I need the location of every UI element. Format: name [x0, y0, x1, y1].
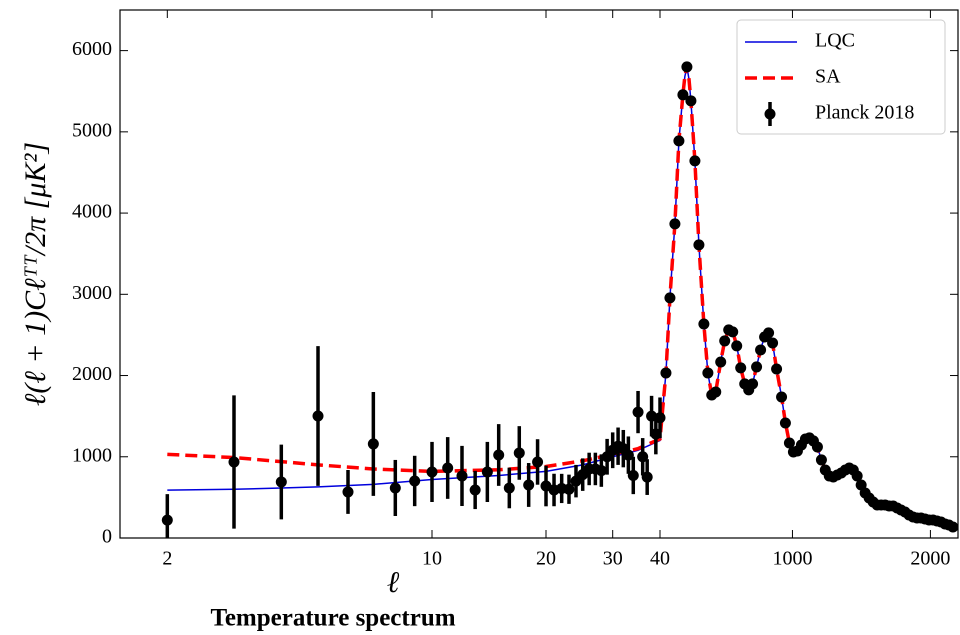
y-tick-label: 1000: [72, 444, 112, 466]
data-point: [689, 155, 701, 167]
data-point: [654, 412, 666, 424]
legend-label: SA: [815, 66, 841, 88]
data-point: [755, 344, 767, 356]
plot-frame: [119, 9, 959, 539]
data-point: [767, 337, 779, 349]
x-tick-label: 1000: [772, 548, 812, 570]
x-axis-label: ℓ: [387, 566, 400, 599]
data-point: [493, 449, 505, 461]
data-point: [595, 465, 607, 477]
data-point: [727, 326, 739, 338]
data-point: [693, 239, 705, 251]
data-point: [685, 95, 697, 107]
data-point: [811, 441, 823, 453]
data-point: [469, 484, 481, 496]
data-point: [513, 447, 525, 459]
data-point: [731, 340, 743, 352]
data-point: [312, 410, 324, 422]
data-point: [637, 451, 649, 463]
data-point: [342, 486, 354, 498]
data-point: [409, 475, 421, 487]
data-point: [641, 471, 653, 483]
data-point: [669, 218, 681, 230]
data-point: [228, 456, 240, 468]
x-tick-label: 2: [162, 548, 172, 570]
y-tick-label: 3000: [72, 282, 112, 304]
data-point: [763, 327, 775, 339]
data-point: [389, 482, 401, 494]
data-point: [367, 438, 379, 450]
data-point: [456, 470, 468, 482]
x-tick-label: 20: [536, 548, 556, 570]
data-point: [698, 318, 710, 330]
data-point: [779, 417, 791, 429]
legend-label: LQC: [815, 30, 855, 52]
data-point: [563, 483, 575, 495]
data-point: [523, 479, 535, 491]
y-tick-label: 0: [102, 526, 112, 548]
data-point: [673, 135, 685, 147]
legend-box: [736, 19, 946, 135]
y-axis-label: ℓ(ℓ + 1)Cℓᵀᵀ/2π [μK²]: [19, 142, 52, 406]
data-point: [947, 521, 958, 533]
data-point: [664, 292, 676, 304]
data-point: [275, 476, 287, 488]
y-tick-label: 4000: [72, 201, 112, 223]
data-point: [622, 449, 634, 461]
data-point: [851, 470, 863, 482]
data-point: [815, 454, 827, 466]
data-point: [719, 335, 731, 347]
data-point: [771, 363, 783, 375]
line: [167, 66, 827, 474]
caption: Temperature spectrum: [210, 605, 455, 632]
plot-area: [161, 61, 958, 538]
data-point: [751, 361, 763, 373]
data-point: [702, 367, 714, 379]
line: [167, 66, 826, 491]
data-point: [161, 514, 173, 526]
data-point: [481, 466, 493, 478]
data-point: [442, 462, 454, 474]
y-tick-label: 2000: [72, 363, 112, 385]
data-point: [426, 466, 438, 478]
data-point: [776, 391, 788, 403]
legend-marker: [764, 108, 776, 120]
data-point: [532, 456, 544, 468]
data-point: [715, 356, 727, 368]
data-point: [503, 482, 515, 494]
data-point: [660, 367, 672, 379]
data-point: [627, 469, 639, 481]
y-tick-label: 6000: [72, 38, 112, 60]
data-point: [747, 378, 759, 390]
x-tick-label: 30: [603, 548, 623, 570]
data-point: [681, 61, 693, 73]
x-tick-label: 2000: [910, 548, 950, 570]
data-point: [677, 89, 689, 101]
data-point: [783, 437, 795, 449]
data-point: [710, 386, 722, 398]
data-point: [632, 406, 644, 418]
x-tick-label: 10: [422, 548, 442, 570]
y-tick-label: 5000: [72, 119, 112, 141]
data-point: [735, 362, 747, 374]
legend-label: Planck 2018: [815, 102, 914, 124]
x-tick-label: 40: [650, 548, 670, 570]
